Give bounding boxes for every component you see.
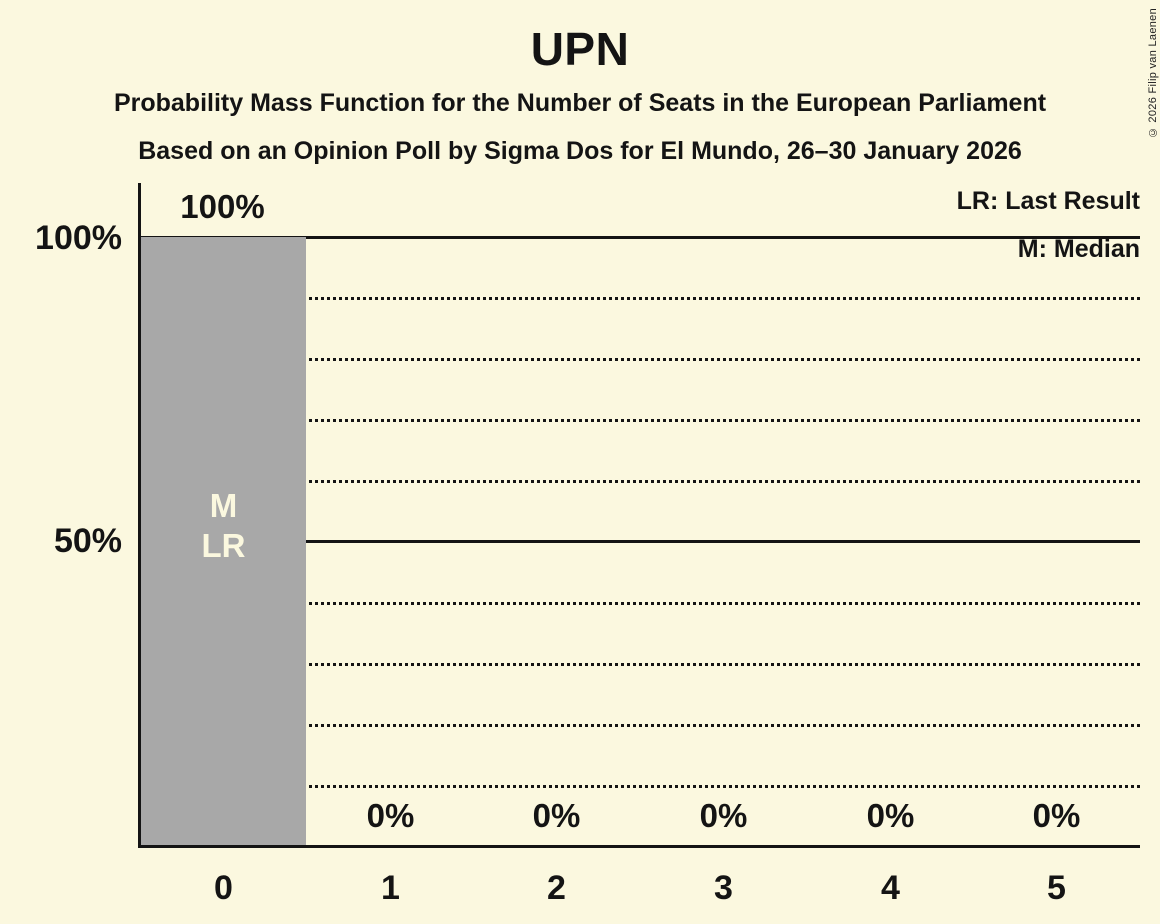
bar-annotations: M LR xyxy=(141,486,306,566)
bar-value-label-1: 0% xyxy=(366,797,415,834)
last-result-marker: LR xyxy=(201,527,246,564)
copyright-text: © 2026 Filip van Laenen xyxy=(1147,8,1159,139)
x-tick-0: 0 xyxy=(214,869,233,907)
x-tick-4: 4 xyxy=(881,869,900,907)
bar-value-label-5: 0% xyxy=(1032,797,1081,834)
gridline-60pct xyxy=(141,480,1140,483)
legend-median: M: Median xyxy=(1017,235,1140,263)
y-axis-label-100: 100% xyxy=(35,219,122,257)
gridline-10pct xyxy=(141,785,1140,788)
gridline-100pct xyxy=(141,236,1140,239)
median-marker: M xyxy=(209,487,238,524)
gridline-20pct xyxy=(141,724,1140,727)
chart-subtitle: Probability Mass Function for the Number… xyxy=(113,89,1047,117)
gridline-70pct xyxy=(141,419,1140,422)
y-axis-line xyxy=(138,183,141,848)
legend-last-result: LR: Last Result xyxy=(956,187,1140,215)
bar-value-label-4: 0% xyxy=(866,797,915,834)
chart-source-line: Based on an Opinion Poll by Sigma Dos fo… xyxy=(138,137,1022,165)
bar-value-label-2: 0% xyxy=(532,797,581,834)
x-tick-3: 3 xyxy=(714,869,733,907)
page-title: UPN xyxy=(530,23,630,75)
gridline-90pct xyxy=(141,297,1140,300)
gridline-50pct xyxy=(141,540,1140,543)
x-tick-1: 1 xyxy=(381,869,400,907)
x-tick-2: 2 xyxy=(547,869,566,907)
y-axis-label-50: 50% xyxy=(53,522,122,560)
gridline-40pct xyxy=(141,602,1140,605)
bar-value-label-0: 100% xyxy=(180,188,265,225)
bar-seats-0: M LR xyxy=(141,237,306,845)
gridline-80pct xyxy=(141,358,1140,361)
gridline-30pct xyxy=(141,663,1140,666)
x-axis-line xyxy=(138,845,1140,848)
x-tick-5: 5 xyxy=(1047,869,1066,907)
bar-value-label-3: 0% xyxy=(699,797,748,834)
